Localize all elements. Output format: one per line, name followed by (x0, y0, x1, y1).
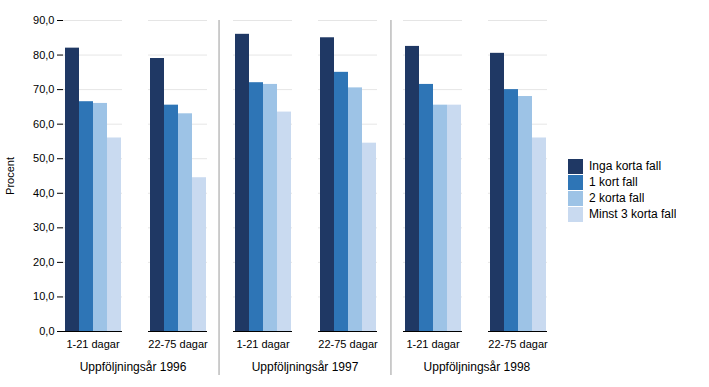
svg-text:22-75 dagar: 22-75 dagar (488, 338, 548, 350)
svg-text:10,0: 10,0 (33, 290, 54, 302)
svg-text:80,0: 80,0 (33, 49, 54, 61)
svg-text:1-21 dagar: 1-21 dagar (236, 338, 290, 350)
svg-text:20,0: 20,0 (33, 256, 54, 268)
svg-text:50,0: 50,0 (33, 152, 54, 164)
html-text:1 kort fall: 1 kort fall (589, 175, 638, 189)
html-text:Minst 3 korta fall: Minst 3 korta fall (589, 207, 677, 221)
svg-text:30,0: 30,0 (33, 221, 54, 233)
svg-text:90,0: 90,0 (33, 14, 54, 26)
html-text:Inga korta fall: Inga korta fall (589, 159, 661, 173)
svg-text:0,0: 0,0 (39, 325, 54, 337)
svg-text:Uppföljningsår 1996: Uppföljningsår 1996 (80, 360, 187, 374)
svg-text:Uppföljningsår 1997: Uppföljningsår 1997 (252, 360, 359, 374)
svg-text:70,0: 70,0 (33, 83, 54, 95)
svg-text:1-21 dagar: 1-21 dagar (406, 338, 460, 350)
svg-text:1-21 dagar: 1-21 dagar (66, 338, 120, 350)
svg-text:22-75 dagar: 22-75 dagar (148, 338, 208, 350)
svg-text:Procent: Procent (4, 157, 16, 195)
svg-text:Uppföljningsår 1998: Uppföljningsår 1998 (424, 360, 531, 374)
svg-text:60,0: 60,0 (33, 118, 54, 130)
svg-text:22-75 dagar: 22-75 dagar (318, 338, 378, 350)
svg-text:40,0: 40,0 (33, 187, 54, 199)
html-text:2 korta fall: 2 korta fall (589, 191, 645, 205)
